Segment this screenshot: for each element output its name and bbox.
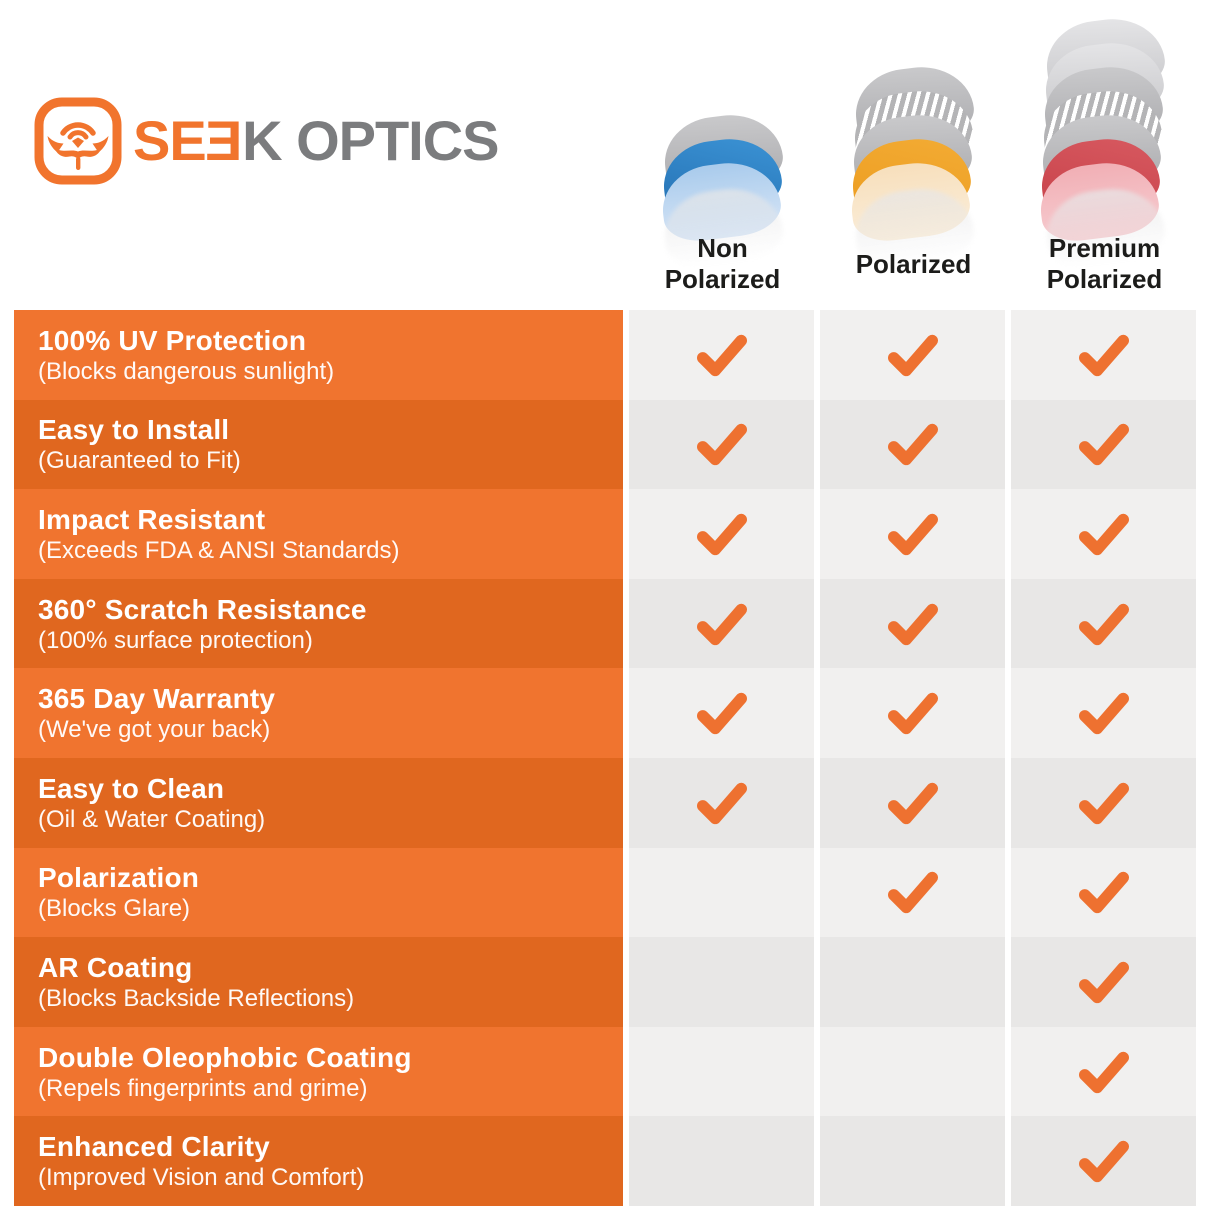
check-cell-empty [820,1116,1005,1206]
feature-subtitle: (Guaranteed to Fit) [38,447,241,475]
feature-cell: Easy to Clean (Oil & Water Coating) [14,757,623,848]
check-cell-checked [820,310,1005,400]
checkmark-icon [1078,603,1129,645]
check-cell-checked [1011,399,1196,490]
checkmark-icon [696,692,747,735]
feature-cell: Easy to Install (Guaranteed to Fit) [14,399,623,490]
checkmark-icon [1078,513,1129,556]
check-cell-empty [629,1116,814,1206]
check-cell-checked [629,399,814,490]
feature-title: Double Oleophobic Coating [38,1041,412,1073]
check-cell-checked [1011,757,1196,848]
check-cell-empty [629,1026,814,1117]
lens-illustration-polarized [821,18,1006,271]
wordmark-reversed-e: E [205,109,243,172]
lens-illustration-non-polarized [630,18,815,271]
seek-face-logo-icon [34,97,122,185]
checkmark-icon [1078,334,1129,376]
check-cell-checked [820,489,1005,579]
brand-logo: SEEK OPTICS [33,96,500,186]
feature-subtitle: (Oil & Water Coating) [38,805,266,833]
feature-subtitle: (Blocks Backside Reflections) [38,984,355,1012]
checkmark-icon [1078,782,1129,824]
column-header-polarized: Polarized [855,248,972,279]
checkmark-icon [1078,692,1129,735]
feature-table: 100% UV Protection (Blocks dangerous sunl… [14,310,1196,1206]
checkmark-icon [696,513,747,556]
checkmark-icon [887,603,938,645]
lens-illustrations [630,13,1197,271]
column-header-premium-polarized: Premium Polarized [1046,233,1163,294]
checkmark-icon [696,782,747,824]
checkmark-icon [696,424,747,466]
check-cell-checked [1011,489,1196,579]
feature-cell: Enhanced Clarity (Improved Vision and Com… [14,1116,623,1206]
feature-title: Easy to Install [38,414,230,446]
check-cell-empty [820,937,1005,1027]
checkmark-icon [1078,872,1129,914]
feature-subtitle: (Blocks Glare) [38,895,191,923]
checkmark-icon [887,692,938,735]
checkmark-icon [1078,1051,1129,1093]
feature-title: 360° Scratch Resistance [38,593,367,625]
wordmark-k-optics: K OPTICS [242,109,499,172]
feature-cell: 100% UV Protection (Blocks dangerous sunl… [14,310,623,400]
check-cell-checked [820,578,1005,669]
feature-title: Impact Resistant [38,503,266,535]
check-cell-checked [629,578,814,669]
check-cell-checked [820,847,1005,938]
check-cell-checked [629,757,814,848]
feature-title: 100% UV Protection [38,324,307,356]
feature-cell: 360° Scratch Resistance (100% surface pro… [14,578,623,669]
feature-cell: Polarization (Blocks Glare) [14,847,623,938]
feature-cell: 365 Day Warranty (We've got your back) [14,668,623,758]
feature-title: 365 Day Warranty [38,683,276,715]
column-headers: Non Polarized Polarized Premium Polarized [630,232,1197,296]
feature-cell: Double Oleophobic Coating (Repels fingerp… [14,1026,623,1117]
check-cell-checked [1011,668,1196,758]
column-header-non-polarized: Non Polarized [664,233,781,294]
feature-title: AR Coating [38,951,193,983]
check-cell-checked [1011,310,1196,400]
check-cell-checked [1011,1116,1196,1206]
check-cell-empty [629,847,814,938]
check-cell-checked [629,489,814,579]
feature-subtitle: (100% surface protection) [38,626,313,654]
checkmark-icon [1078,424,1129,466]
feature-title: Easy to Clean [38,772,225,804]
check-cell-checked [820,668,1005,758]
checkmark-icon [696,603,747,645]
checkmark-icon [696,334,747,376]
checkmark-icon [1078,1140,1129,1183]
brand-wordmark: SEEK OPTICS [133,109,500,172]
feature-subtitle: (Repels fingerprints and grime) [38,1074,368,1102]
wordmark-se: SE [133,109,207,172]
feature-subtitle: (Exceeds FDA & ANSI Standards) [38,536,400,564]
checkmark-icon [887,334,938,376]
feature-subtitle: (Improved Vision and Comfort) [38,1164,365,1192]
lens-illustration-premium-polarized [1012,13,1197,271]
feature-title: Enhanced Clarity [38,1131,270,1163]
check-cell-checked [629,668,814,758]
feature-subtitle: (Blocks dangerous sunlight) [38,357,335,385]
check-cell-checked [820,399,1005,490]
feature-cell: AR Coating (Blocks Backside Reflections) [14,937,623,1027]
check-cell-checked [629,310,814,400]
check-cell-empty [820,1026,1005,1117]
checkmark-icon [887,513,938,556]
check-cell-checked [1011,847,1196,938]
feature-subtitle: (We've got your back) [38,716,271,744]
check-cell-checked [1011,1026,1196,1117]
check-cell-empty [629,937,814,1027]
feature-cell: Impact Resistant (Exceeds FDA & ANSI Stan… [14,489,623,579]
check-cell-checked [1011,937,1196,1027]
check-cell-checked [1011,578,1196,669]
checkmark-icon [1078,961,1129,1004]
checkmark-icon [887,424,938,466]
check-cell-checked [820,757,1005,848]
feature-title: Polarization [38,862,200,894]
checkmark-icon [887,782,938,824]
checkmark-icon [887,872,938,914]
